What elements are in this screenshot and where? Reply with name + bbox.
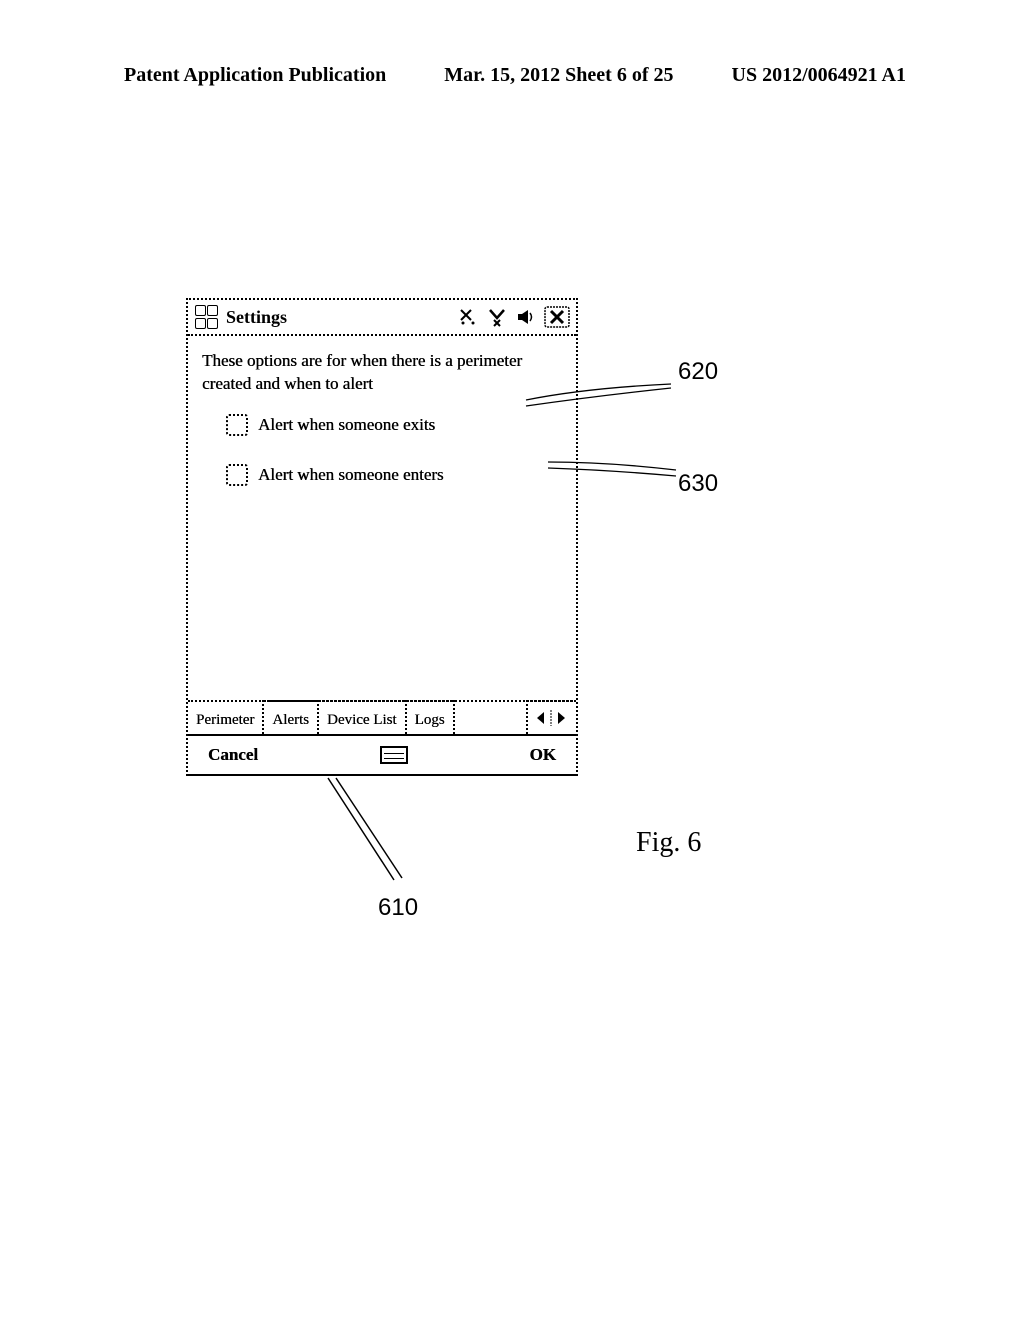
lead-line-620 — [526, 382, 686, 412]
header-center: Mar. 15, 2012 Sheet 6 of 25 — [444, 64, 673, 87]
content-area: These options are for when there is a pe… — [188, 336, 576, 700]
page-header: Patent Application Publication Mar. 15, … — [0, 64, 1024, 87]
lead-line-610 — [316, 778, 416, 888]
lead-line-630 — [548, 456, 688, 486]
scroll-arrows-icon — [532, 708, 572, 728]
alert-enter-checkbox[interactable] — [226, 464, 248, 486]
callout-620: 620 — [678, 358, 718, 386]
settings-window: Settings — [186, 298, 578, 776]
callout-630: 630 — [678, 470, 718, 498]
callout-610: 610 — [378, 894, 418, 922]
tab-perimeter[interactable]: Perimeter — [188, 700, 264, 734]
app-grid-icon — [194, 304, 220, 330]
figure-label: Fig. 6 — [636, 827, 701, 859]
tab-row: Perimeter Alerts Device List Logs — [188, 700, 576, 734]
figure-area: Settings — [186, 298, 866, 776]
keyboard-icon[interactable] — [380, 746, 408, 764]
signal-x-icon — [486, 306, 508, 328]
tab-logs[interactable]: Logs — [407, 700, 455, 734]
speaker-icon — [516, 307, 536, 327]
alert-exit-checkbox[interactable] — [226, 414, 248, 436]
action-row: Cancel OK — [188, 734, 576, 774]
alert-exit-label: Alert when someone exits — [258, 415, 435, 435]
header-left: Patent Application Publication — [124, 64, 386, 87]
connection-icon — [458, 307, 478, 327]
alert-exit-row[interactable]: Alert when someone exits — [226, 414, 562, 436]
options-description: These options are for when there is a pe… — [202, 350, 562, 396]
tab-alerts[interactable]: Alerts — [264, 700, 319, 734]
tab-scroll[interactable] — [526, 700, 576, 734]
cancel-button[interactable]: Cancel — [208, 745, 258, 765]
status-icons — [458, 306, 570, 328]
titlebar: Settings — [188, 300, 576, 336]
alert-enter-label: Alert when someone enters — [258, 465, 444, 485]
close-icon[interactable] — [544, 306, 570, 328]
tab-device-list[interactable]: Device List — [319, 700, 407, 734]
window-title: Settings — [226, 307, 287, 328]
ok-button[interactable]: OK — [530, 745, 556, 765]
header-right: US 2012/0064921 A1 — [732, 64, 906, 87]
alert-enter-row[interactable]: Alert when someone enters — [226, 464, 562, 486]
